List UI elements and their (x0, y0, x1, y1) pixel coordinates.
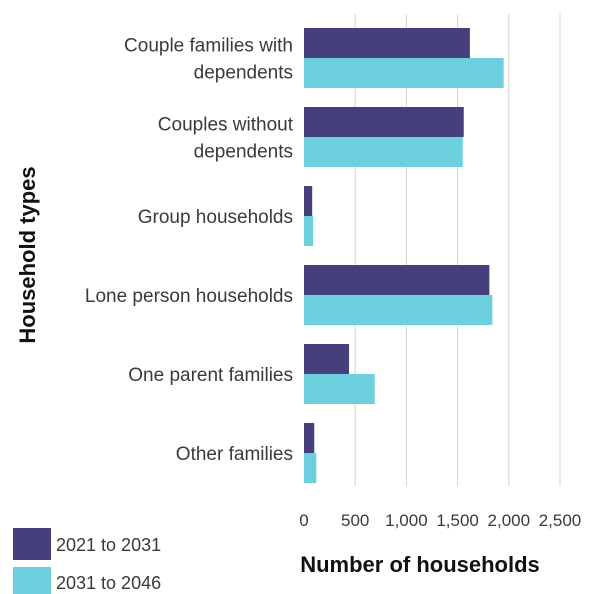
category-label: Couples without (158, 115, 294, 136)
bar-2031-2046 (304, 374, 375, 404)
x-tick-labels: 0 500 1,000 1,500 2,000 2,500 (299, 511, 581, 530)
legend-label-2031-2046: 2031 to 2046 (56, 573, 161, 593)
x-tick-label: 1,500 (436, 511, 479, 530)
legend-swatch-2031-2046 (13, 567, 51, 594)
y-axis-label: Household types (15, 166, 40, 343)
legend: 2021 to 2031 2031 to 2046 (13, 528, 161, 594)
bar-2031-2046 (304, 58, 504, 88)
legend-label-2021-2031: 2021 to 2031 (56, 535, 161, 555)
category-label: One parent families (128, 365, 293, 386)
bar-2021-2031 (304, 265, 490, 295)
bar-2021-2031 (304, 186, 313, 216)
legend-swatch-2021-2031 (13, 528, 51, 560)
category-label: Other families (176, 444, 293, 465)
x-tick-label: 2,000 (488, 511, 531, 530)
bar-2021-2031 (304, 423, 315, 453)
bar-2021-2031 (304, 107, 464, 137)
x-tick-label: 0 (299, 511, 308, 530)
bar-2021-2031 (304, 28, 470, 58)
category-label: Group households (138, 207, 293, 228)
category-labels: Couple families with dependents Couples wi… (85, 36, 294, 466)
gridlines (354, 14, 561, 486)
x-axis-label: Number of households (300, 552, 540, 577)
bar-2031-2046 (304, 453, 317, 483)
category-label: Couple families with (124, 36, 293, 57)
x-tick-label: 2,500 (539, 511, 582, 530)
bar-2031-2046 (304, 216, 314, 246)
x-tick-label: 500 (341, 511, 369, 530)
x-tick-label: 1,000 (385, 511, 428, 530)
bar-2031-2046 (304, 295, 493, 325)
category-label: dependents (194, 63, 293, 84)
bars (304, 28, 504, 483)
category-label: dependents (194, 142, 293, 163)
bar-2021-2031 (304, 344, 350, 374)
bar-2031-2046 (304, 137, 463, 167)
category-label: Lone person households (85, 286, 293, 307)
